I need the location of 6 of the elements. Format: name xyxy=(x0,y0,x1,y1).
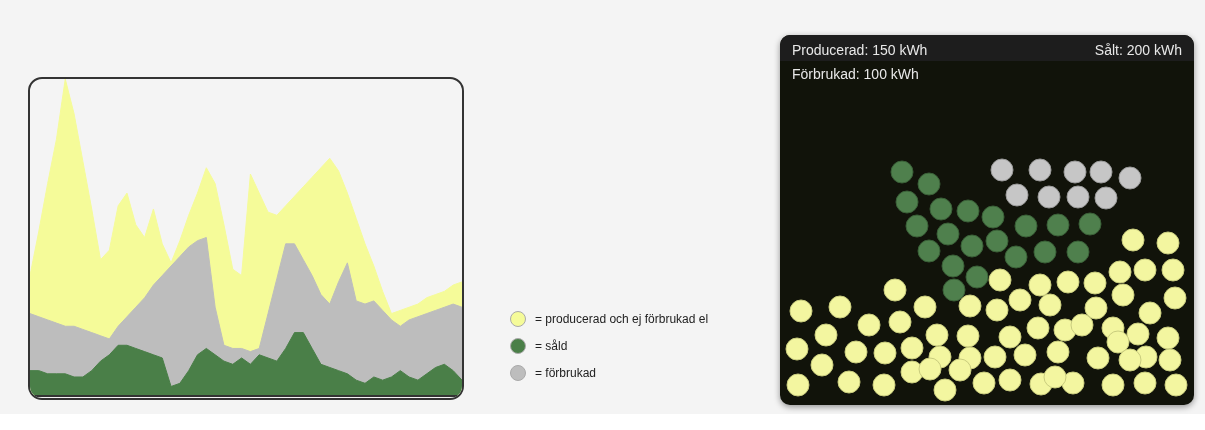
text: Förbrukad: 100 kWh xyxy=(792,66,919,82)
text: Producerad: 150 kWh xyxy=(792,42,928,58)
legend-label: = förbrukad xyxy=(535,365,597,380)
legend-label: = producerad och ej förbrukad el xyxy=(535,311,709,326)
text: Sålt: 200 kWh xyxy=(1094,42,1182,58)
legend-label: = såld xyxy=(535,338,568,353)
